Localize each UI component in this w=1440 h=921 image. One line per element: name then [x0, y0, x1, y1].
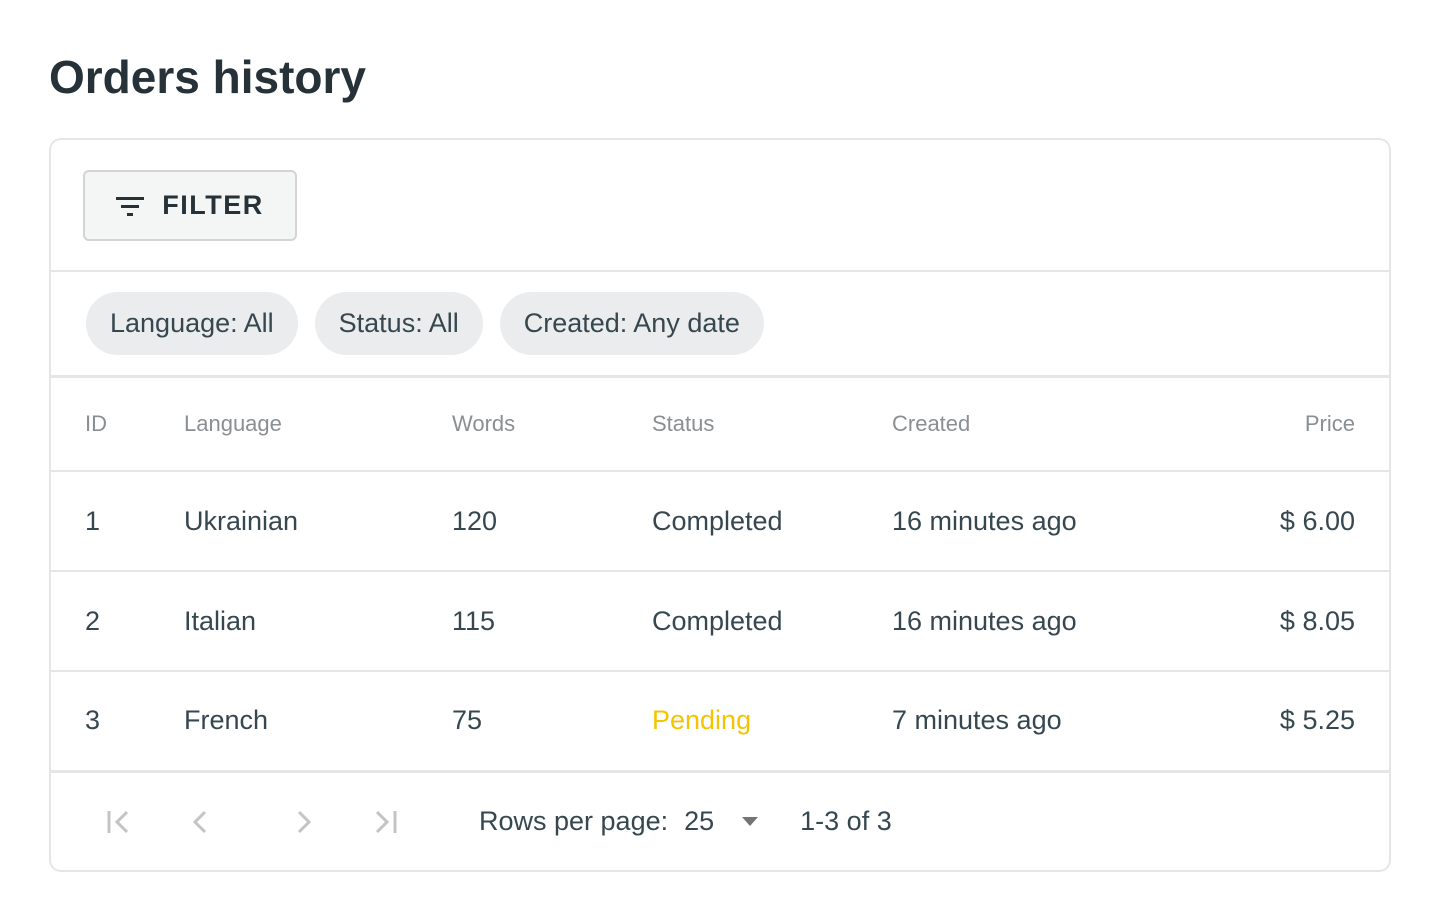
last-page-icon [375, 810, 397, 833]
page-title: Orders history [49, 51, 366, 103]
rows-per-page-label: Rows per page: [479, 806, 669, 836]
cell-id: 1 [51, 471, 184, 572]
chevron-right-icon [297, 810, 312, 833]
cell-price: $ 8.05 [1204, 571, 1389, 672]
cell-created: 16 minutes ago [892, 471, 1205, 572]
chip-language[interactable]: Language: All [86, 292, 298, 355]
cell-status: Completed [652, 471, 892, 572]
cell-status: Completed [652, 571, 892, 672]
cell-language: Italian [184, 571, 452, 672]
col-words[interactable]: Words [452, 378, 652, 472]
page-range: 1-3 of 3 [800, 806, 892, 836]
rows-per-page-select[interactable]: 25 [684, 806, 759, 837]
next-page-button[interactable] [283, 802, 323, 842]
cell-language: Ukrainian [184, 471, 452, 572]
filter-button[interactable]: FILTER [83, 170, 297, 241]
filter-label: FILTER [162, 190, 264, 220]
cell-price: $ 6.00 [1204, 471, 1389, 572]
chip-status[interactable]: Status: All [314, 292, 483, 355]
col-created[interactable]: Created [892, 378, 1205, 472]
cell-created: 7 minutes ago [892, 671, 1205, 773]
first-page-button[interactable] [99, 802, 139, 842]
toolbar: FILTER [51, 140, 1389, 272]
cell-language: French [184, 671, 452, 773]
cell-id: 2 [51, 571, 184, 672]
cell-words: 120 [452, 471, 652, 572]
cell-status: Pending [652, 671, 892, 773]
col-language[interactable]: Language [184, 378, 452, 472]
orders-table: ID Language Words Status Created Price 1… [51, 378, 1389, 773]
col-status[interactable]: Status [652, 378, 892, 472]
filter-chips: Language: All Status: All Created: Any d… [51, 272, 1389, 378]
col-id[interactable]: ID [51, 378, 184, 472]
filter-list-icon [116, 196, 145, 216]
cell-created: 16 minutes ago [892, 571, 1205, 672]
pagination: Rows per page: 25 1-3 of 3 [51, 773, 1389, 871]
rows-per-page-value: 25 [684, 806, 715, 836]
table-row[interactable]: 3 French 75 Pending 7 minutes ago $ 5.25 [51, 671, 1389, 773]
first-page-icon [107, 810, 129, 833]
last-page-button[interactable] [365, 802, 405, 842]
table-row[interactable]: 1 Ukrainian 120 Completed 16 minutes ago $ 6.… [51, 471, 1389, 572]
orders-card: FILTER Language: All Status: All Created… [49, 138, 1391, 872]
dropdown-arrow-icon [742, 816, 759, 826]
chip-created[interactable]: Created: Any date [499, 292, 764, 355]
col-price[interactable]: Price [1204, 378, 1389, 472]
table-header: ID Language Words Status Created Price [51, 378, 1389, 472]
prev-page-button[interactable] [181, 802, 221, 842]
cell-words: 115 [452, 571, 652, 672]
cell-words: 75 [452, 671, 652, 773]
chevron-left-icon [192, 810, 207, 833]
table-row[interactable]: 2 Italian 115 Completed 16 minutes ago $ 8.05 [51, 571, 1389, 672]
cell-id: 3 [51, 671, 184, 773]
cell-price: $ 5.25 [1204, 671, 1389, 773]
